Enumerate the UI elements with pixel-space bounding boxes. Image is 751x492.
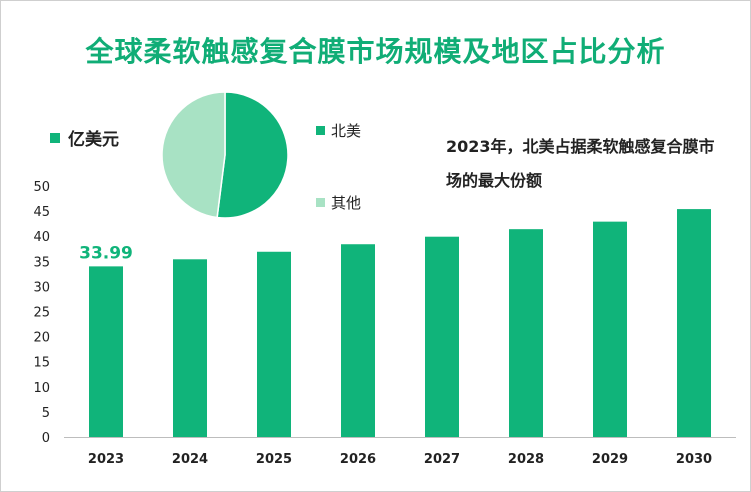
pie-slice-north-america [216, 91, 289, 219]
y-tick-label: 10 [33, 381, 50, 396]
y-tick-label: 30 [33, 280, 50, 295]
x-tick-label: 2025 [256, 452, 292, 467]
x-tick-label: 2030 [676, 452, 712, 467]
bar-2029 [593, 221, 627, 437]
x-tick-label: 2024 [172, 452, 208, 467]
y-tick-label: 0 [42, 431, 50, 446]
x-tick-label: 2023 [88, 452, 124, 467]
x-tick-label: 2027 [424, 452, 460, 467]
x-tick-label: 2028 [508, 452, 544, 467]
bar-2028 [509, 229, 543, 437]
bar-2026 [341, 244, 375, 437]
pie-legend-north-america: 北美 [316, 120, 361, 141]
data-label-2023: 33.99 [79, 243, 133, 263]
pie-legend-swatch-other [316, 198, 325, 207]
pie-slice-other [161, 91, 226, 219]
y-tick-label: 50 [33, 180, 50, 195]
bar-2027 [425, 236, 459, 437]
y-tick-label: 20 [33, 331, 50, 346]
bar-2023 [89, 266, 123, 437]
y-tick-label: 40 [33, 230, 50, 245]
pie-legend-other: 其他 [316, 192, 361, 213]
unit-legend-swatch [50, 132, 60, 143]
unit-legend: 亿美元 [50, 125, 119, 150]
bar-2024 [173, 259, 207, 437]
pie-legend-label-other: 其他 [331, 194, 362, 212]
x-tick-label: 2029 [592, 452, 628, 467]
x-tick-label: 2026 [340, 452, 376, 467]
pie-legend-label-north-america: 北美 [331, 122, 362, 140]
y-tick-label: 35 [33, 255, 50, 270]
pie-legend-swatch-north-america [316, 126, 325, 135]
y-tick-label: 15 [33, 356, 50, 371]
unit-legend-label: 亿美元 [68, 130, 119, 150]
bar-2030 [677, 209, 711, 437]
chart-title: 全球柔软触感复合膜市场规模及地区占比分析 [85, 35, 666, 68]
y-tick-label: 45 [33, 205, 50, 220]
bar-2025 [257, 251, 291, 437]
y-tick-label: 5 [42, 406, 50, 421]
y-tick-label: 25 [33, 306, 50, 321]
annotation-text: 2023年，北美占据柔软触感复合膜市场的最大份额 [446, 137, 715, 190]
